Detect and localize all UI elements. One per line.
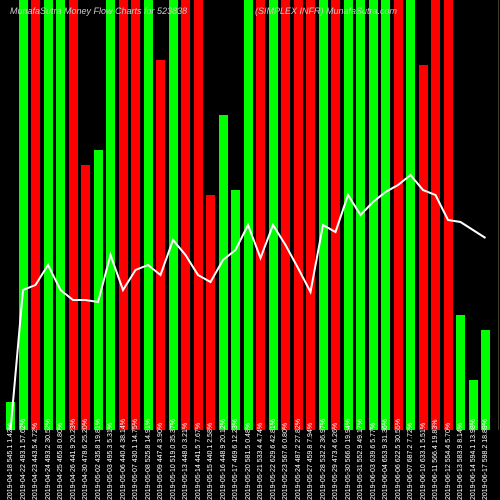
x-label: 2019-05-02 435.8 19.81% bbox=[95, 419, 102, 500]
volume-bar bbox=[269, 0, 278, 430]
volume-bar bbox=[344, 0, 353, 430]
x-label: 2019-04-25 465.8 0.80% bbox=[57, 423, 64, 500]
x-label: 2019-04-23 443.5 4.72% bbox=[32, 423, 39, 500]
volume-bar bbox=[56, 0, 65, 430]
volume-bar bbox=[44, 0, 53, 430]
volume-bar bbox=[319, 0, 328, 430]
x-label: 2019-04-18 545.1 1.42% bbox=[7, 423, 14, 500]
volume-bar bbox=[481, 330, 490, 430]
x-label: 2019-04-24 493.2 30.52% bbox=[45, 419, 52, 500]
x-axis-labels: 2019-04-18 545.1 1.42%2019-04-22 493.1 5… bbox=[0, 432, 500, 500]
volume-bar bbox=[406, 0, 415, 430]
volume-bar bbox=[219, 115, 228, 430]
volume-bar bbox=[181, 0, 190, 430]
volume-bar bbox=[444, 0, 453, 430]
money-flow-chart bbox=[0, 0, 500, 430]
volume-bar bbox=[194, 0, 203, 430]
x-label: 2019-05-22 629.6 42.81% bbox=[270, 419, 277, 500]
volume-bar bbox=[81, 165, 90, 430]
x-label: 2019-05-13 448.0 3.21% bbox=[182, 423, 189, 500]
volume-bar bbox=[169, 0, 178, 430]
x-label: 2019-05-29 473.4 6.26% bbox=[332, 423, 339, 500]
x-label: 2019-06-14 594.1 13.98% bbox=[470, 419, 477, 500]
x-label: 2019-04-30 478.6 25.20% bbox=[82, 419, 89, 500]
volume-bar bbox=[31, 0, 40, 430]
x-label: 2019-05-10 519.0 35.37% bbox=[170, 419, 177, 500]
x-label: 2019-04-26 441.9 20.23% bbox=[70, 419, 77, 500]
x-label: 2019-06-07 687.2 7.72% bbox=[407, 423, 414, 500]
volume-bar bbox=[356, 0, 365, 430]
volume-bar bbox=[231, 190, 240, 430]
x-label: 2019-05-28 532.2 36.97% bbox=[320, 419, 327, 500]
volume-bar bbox=[431, 0, 440, 430]
x-label: 2019-06-13 583.9 8.14% bbox=[457, 423, 464, 500]
volume-bar bbox=[331, 0, 340, 430]
volume-bar bbox=[244, 0, 253, 430]
x-label: 2019-06-03 639.6 5.77% bbox=[370, 423, 377, 500]
volume-bar bbox=[381, 0, 390, 430]
x-label: 2019-06-11 566.4 19.83% bbox=[432, 420, 439, 500]
x-label: 2019-05-15 440.1 2.58% bbox=[207, 423, 214, 500]
x-label: 2019-05-17 469.6 12.23% bbox=[232, 419, 239, 500]
x-label: 2019-06-04 653.9 31.36% bbox=[382, 419, 389, 500]
grid-line bbox=[498, 0, 499, 430]
volume-bar bbox=[119, 0, 128, 430]
x-label: 2019-05-30 566.0 19.94% bbox=[345, 419, 352, 500]
volume-bar bbox=[294, 0, 303, 430]
volume-bar bbox=[144, 0, 153, 430]
volume-bar bbox=[69, 0, 78, 430]
volume-bar bbox=[19, 0, 28, 430]
volume-bar bbox=[369, 0, 378, 430]
volume-bar bbox=[256, 0, 265, 430]
x-label: 2019-05-09 447.4 3.90% bbox=[157, 423, 164, 500]
volume-bar bbox=[419, 65, 428, 430]
x-label: 2019-04-22 493.1 57.62% bbox=[20, 419, 27, 500]
x-label: 2019-05-06 440.4 38.14% bbox=[120, 419, 127, 500]
chart-title-left: MunafaSutra Money Flow Charts for 523838 bbox=[10, 6, 187, 16]
x-label: 2019-06-12 554.4 5.70% bbox=[445, 423, 452, 500]
volume-bar bbox=[156, 60, 165, 430]
x-label: 2019-05-03 495.3 5.31% bbox=[107, 423, 114, 500]
x-label: 2019-05-08 525.8 14.91% bbox=[145, 419, 152, 500]
x-label: 2019-05-23 567.6 0.80% bbox=[282, 423, 289, 500]
x-label: 2019-05-16 448.9 20.12% bbox=[220, 419, 227, 500]
x-label: 2019-05-31 552.9 49.17% bbox=[357, 419, 364, 500]
volume-bar bbox=[206, 195, 215, 430]
volume-bar bbox=[306, 0, 315, 430]
x-label: 2019-05-24 487.2 27.82% bbox=[295, 419, 302, 500]
x-label: 2019-05-07 430.1 14.75% bbox=[132, 419, 139, 500]
chart-title-right: (SIMPLEX INFR) MunafaSutra.com bbox=[255, 6, 397, 16]
volume-bar bbox=[106, 0, 115, 430]
x-label: 2019-06-10 633.1 5.51% bbox=[420, 423, 427, 500]
x-label: 2019-06-17 598.2 18.89% bbox=[482, 419, 489, 500]
volume-bar bbox=[456, 315, 465, 430]
x-label: 2019-05-21 533.4 4.74% bbox=[257, 423, 264, 500]
x-label: 2019-05-20 581.5 0.48% bbox=[245, 423, 252, 500]
x-label: 2019-05-14 441.5 7.67% bbox=[195, 423, 202, 500]
x-label: 2019-05-27 459.8 7.94% bbox=[307, 423, 314, 500]
volume-bar bbox=[94, 150, 103, 430]
x-label: 2019-06-06 622.5 30.55% bbox=[395, 419, 402, 500]
volume-bar bbox=[131, 0, 140, 430]
volume-bar bbox=[394, 0, 403, 430]
volume-bar bbox=[281, 0, 290, 430]
